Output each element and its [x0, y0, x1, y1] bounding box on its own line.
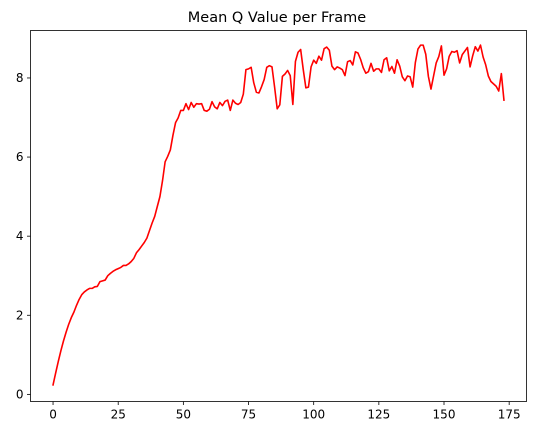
series-line [52, 44, 505, 386]
plot-frame [30, 30, 527, 402]
x-axis: 0 25 50 75 100 125 150 175 [49, 401, 521, 422]
y-tick-label: 6 [16, 150, 24, 164]
x-tick-label: 50 [176, 408, 191, 422]
y-tick-label: 0 [16, 387, 24, 401]
x-tick-label: 125 [367, 408, 390, 422]
plot-area [52, 44, 505, 386]
chart-title: Mean Q Value per Frame [188, 10, 367, 26]
x-tick-label: 75 [241, 408, 256, 422]
y-tick-label: 8 [16, 71, 24, 85]
x-tick-label: 25 [111, 408, 126, 422]
x-tick-label: 150 [433, 408, 456, 422]
y-tick-label: 2 [16, 308, 24, 322]
x-tick-label: 100 [302, 408, 325, 422]
y-axis: 0 2 4 6 8 [16, 71, 31, 401]
x-tick-label: 0 [49, 408, 57, 422]
y-tick-label: 4 [16, 229, 24, 243]
x-tick-label: 175 [498, 408, 521, 422]
